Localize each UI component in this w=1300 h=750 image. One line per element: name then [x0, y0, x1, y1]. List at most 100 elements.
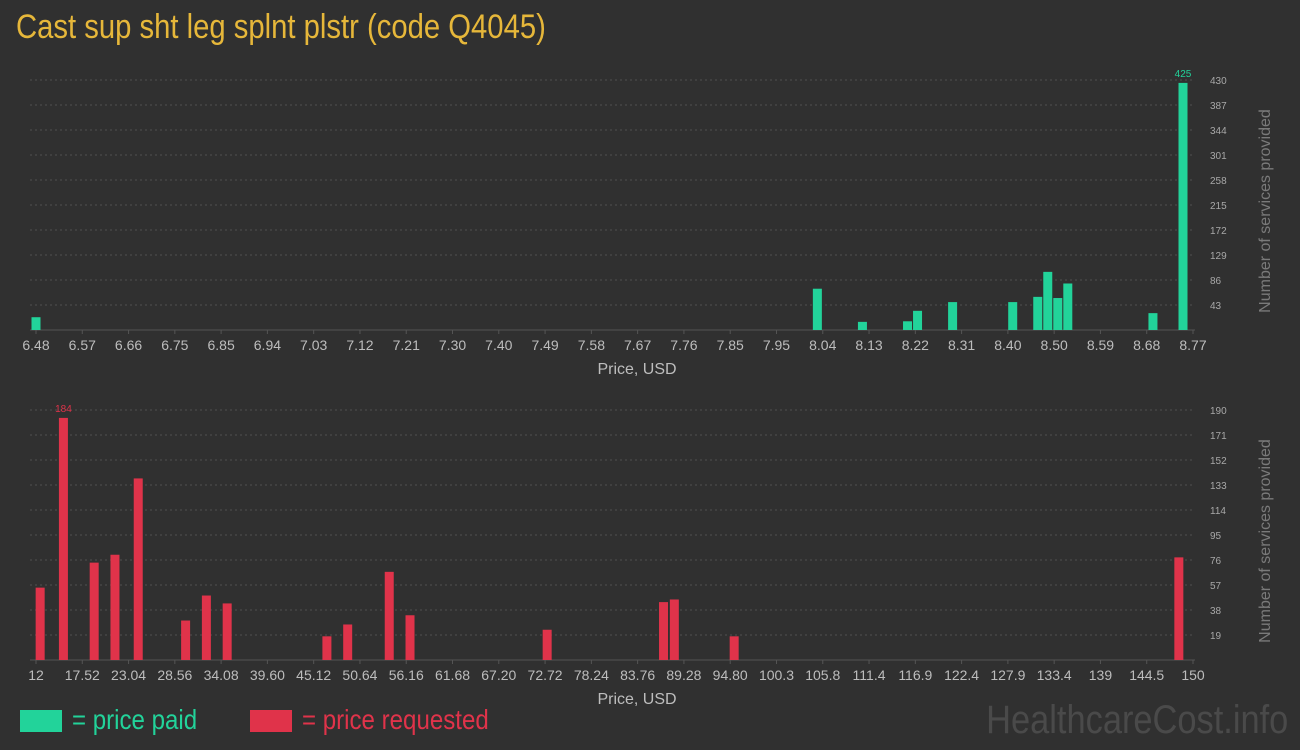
y-tick-label: 86 — [1210, 276, 1222, 287]
x-tick-label: 6.75 — [161, 337, 188, 353]
page-title: Cast sup sht leg splnt plstr (code Q4045… — [16, 8, 546, 46]
legend-label-requested: = price requested — [302, 704, 489, 735]
x-tick-label: 144.5 — [1129, 667, 1164, 683]
x-tick-label: 61.68 — [435, 667, 470, 683]
x-tick-label: 7.12 — [346, 337, 373, 353]
bar — [322, 636, 332, 660]
x-tick-label: 7.67 — [624, 337, 651, 353]
bar — [1148, 313, 1158, 330]
x-tick-label: 17.52 — [65, 667, 100, 683]
y-tick-label: 344 — [1210, 126, 1227, 137]
y-tick-label: 258 — [1210, 176, 1227, 187]
x-tick-label: 7.40 — [485, 337, 512, 353]
y-tick-label: 430 — [1210, 76, 1227, 87]
y-axis-label: Number of services provided — [1257, 439, 1274, 643]
x-tick-label: 72.72 — [528, 667, 563, 683]
bar — [1063, 283, 1073, 330]
bar — [729, 636, 739, 660]
x-tick-label: 122.4 — [944, 667, 979, 683]
bar — [89, 562, 99, 660]
bar — [913, 310, 923, 330]
x-tick-label: 7.03 — [300, 337, 327, 353]
bar — [812, 288, 822, 330]
x-tick-label: 105.8 — [805, 667, 840, 683]
chart-price-paid: 43 86 129 172 215 258 301 344 387 430 6.48 6.57 6.66… — [22, 69, 1274, 378]
x-tick-label: 6.57 — [69, 337, 96, 353]
bar — [384, 571, 394, 660]
y-tick-label: 301 — [1210, 151, 1227, 162]
x-tick-label: 7.95 — [763, 337, 790, 353]
x-axis-label: Price, USD — [597, 691, 676, 708]
bar — [58, 417, 68, 660]
x-tick-label: 8.13 — [855, 337, 882, 353]
x-tick-label: 150 — [1181, 667, 1205, 683]
x-tick-label: 8.40 — [994, 337, 1021, 353]
x-tick-label: 78.24 — [574, 667, 609, 683]
x-tick-label: 8.22 — [902, 337, 929, 353]
y-tick-label: 190 — [1210, 406, 1227, 417]
bar — [903, 321, 913, 330]
bar — [542, 629, 552, 660]
bar — [405, 615, 415, 660]
y-tick-label: 43 — [1210, 301, 1222, 312]
x-tick-label: 7.58 — [578, 337, 605, 353]
x-tick-label: 39.60 — [250, 667, 285, 683]
legend-swatch-paid — [20, 710, 62, 732]
y-axis-label: Number of services provided — [1257, 109, 1274, 313]
bar — [201, 595, 211, 660]
x-tick-label: 8.04 — [809, 337, 836, 353]
y-tick-label: 215 — [1210, 201, 1227, 212]
x-tick-label: 7.49 — [531, 337, 558, 353]
x-tick-label: 89.28 — [666, 667, 701, 683]
x-tick-label: 6.85 — [207, 337, 234, 353]
y-tick-label: 38 — [1210, 606, 1222, 617]
bar — [343, 624, 353, 660]
x-tick-label: 8.31 — [948, 337, 975, 353]
x-tick-label: 50.64 — [342, 667, 377, 683]
y-tick-label: 57 — [1210, 581, 1222, 592]
x-tick-label: 23.04 — [111, 667, 146, 683]
x-tick-label: 67.20 — [481, 667, 516, 683]
bar — [181, 620, 191, 660]
x-tick-label: 94.80 — [713, 667, 748, 683]
bar — [1008, 302, 1018, 330]
x-tick-label: 133.4 — [1037, 667, 1072, 683]
bar — [31, 317, 41, 330]
x-tick-label: 111.4 — [853, 667, 886, 683]
y-tick-label: 152 — [1210, 456, 1227, 467]
bar — [659, 602, 669, 660]
x-tick-label: 7.76 — [670, 337, 697, 353]
x-tick-label: 56.16 — [389, 667, 424, 683]
y-tick-label: 171 — [1210, 431, 1227, 442]
bar — [35, 587, 45, 660]
bar — [133, 478, 143, 660]
x-tick-label: 83.76 — [620, 667, 655, 683]
bar — [1053, 298, 1063, 330]
x-tick-label: 8.59 — [1087, 337, 1114, 353]
chart-price-requested: 19 38 57 76 95 114 133 152 171 190 12 17.52 23.04 28.… — [28, 404, 1274, 708]
watermark-text: HealthcareCost.info — [985, 698, 1288, 742]
y-tick-label: 95 — [1210, 531, 1222, 542]
x-tick-label: 8.77 — [1179, 337, 1206, 353]
x-tick-label: 116.9 — [898, 667, 932, 683]
x-tick-label: 7.85 — [717, 337, 744, 353]
legend-swatch-requested — [250, 710, 292, 732]
bar — [1033, 296, 1043, 330]
y-tick-label: 387 — [1210, 101, 1227, 112]
x-tick-label: 6.48 — [22, 337, 49, 353]
bar — [1178, 82, 1188, 330]
bar — [857, 321, 867, 330]
x-tick-label: 139 — [1089, 667, 1113, 683]
peak-value-label: 425 — [1175, 69, 1192, 80]
y-tick-label: 114 — [1210, 506, 1226, 517]
x-tick-label: 28.56 — [157, 667, 192, 683]
x-tick-label: 8.50 — [1041, 337, 1068, 353]
bar — [669, 599, 679, 660]
x-axis-label: Price, USD — [597, 361, 676, 378]
peak-value-label: 184 — [55, 404, 72, 415]
x-tick-label: 6.66 — [115, 337, 142, 353]
legend-label-paid: = price paid — [72, 704, 198, 735]
bar — [948, 302, 958, 330]
